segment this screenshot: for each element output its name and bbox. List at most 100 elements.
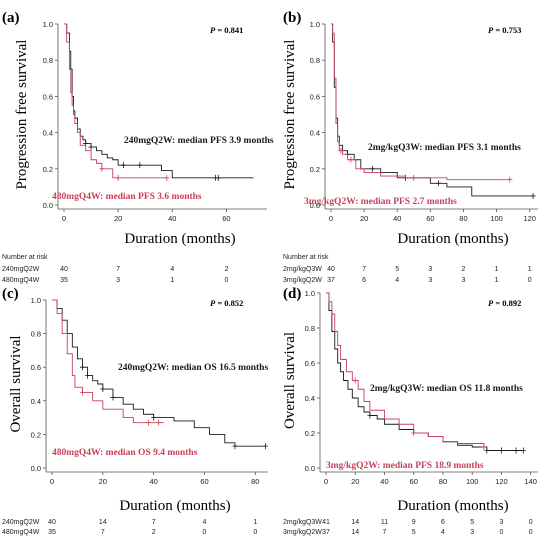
km-curve-480mgq4w <box>64 23 167 179</box>
censor-mark <box>85 372 91 379</box>
censor-mark <box>338 147 344 154</box>
x-tick-label: 60 <box>200 477 208 486</box>
panel-label: (b) <box>283 10 301 26</box>
x-tick-label: 140 <box>524 477 537 486</box>
risk-value: 0 <box>529 529 533 536</box>
risk-row-label: 240mgQ2W <box>2 266 40 273</box>
x-tick-label: 40 <box>380 477 388 486</box>
x-tick-label: 60 <box>222 214 230 223</box>
y-tick-label: 0.8 <box>305 324 315 333</box>
risk-value: 11 <box>381 519 388 526</box>
x-tick-label: 40 <box>393 214 401 223</box>
censor-mark <box>137 162 143 169</box>
risk-value: 7 <box>152 519 156 526</box>
y-tick-label: 0.2 <box>31 430 41 439</box>
risk-row-label: 3mg/kgQ2W <box>283 277 322 284</box>
y-tick-label: 1.0 <box>310 20 320 29</box>
risk-value: 1 <box>170 277 174 284</box>
censor-mark <box>507 176 513 183</box>
x-tick-label: 60 <box>426 214 434 223</box>
risk-value: 40 <box>60 266 68 273</box>
censor-mark <box>352 377 358 384</box>
x-tick-label: 40 <box>168 214 176 223</box>
censor-mark <box>156 419 162 426</box>
risk-value: 1 <box>495 266 499 273</box>
x-tick-label: 80 <box>459 214 467 223</box>
p-value: P = 0.753 <box>488 25 521 35</box>
risk-value: 0 <box>529 519 533 526</box>
risk-value: 6 <box>441 519 445 526</box>
risk-value: 14 <box>351 519 359 526</box>
censor-mark <box>498 447 504 454</box>
x-axis-label: Duration (months) <box>397 498 508 514</box>
risk-row-label: 480mgQ4W <box>2 277 40 284</box>
y-tick-label: 0.6 <box>43 92 53 101</box>
x-tick-label: 100 <box>490 214 503 223</box>
median-annotation: 2mg/kgQ3W: median PFS 3.1 months <box>368 143 521 153</box>
x-tick-label: 80 <box>251 477 259 486</box>
risk-row-label: 480mgQ4W <box>2 529 40 536</box>
censor-mark <box>121 162 127 169</box>
risk-value: 7 <box>383 529 387 536</box>
median-annotation: 240mgQ2W: median OS 16.5 months <box>118 363 268 373</box>
x-axis-label: Duration (months) <box>119 498 230 514</box>
y-tick-label: 1.0 <box>43 20 53 29</box>
panel-d: (d)0.00.20.40.60.81.00 20 40 60 80 100 120 140O… <box>282 286 538 536</box>
risk-value: 1 <box>495 277 499 284</box>
risk-value: 4 <box>203 519 207 526</box>
y-tick-label: 0.4 <box>310 129 320 138</box>
y-tick-label: 0.2 <box>305 429 315 438</box>
p-value: P = 0.841 <box>210 25 243 35</box>
y-axis-label: Progression free survival <box>282 40 298 190</box>
risk-value: 14 <box>99 519 107 526</box>
censor-mark <box>530 192 536 199</box>
x-tick-label: 20 <box>360 214 368 223</box>
y-tick-label: 0.4 <box>43 129 53 138</box>
risk-value: 7 <box>101 529 105 536</box>
x-tick-label: 0 <box>62 214 66 223</box>
y-tick-label: 0.4 <box>31 397 41 406</box>
risk-value: 3 <box>499 519 503 526</box>
risk-row-label: 2mg/kgQ3W <box>283 519 322 526</box>
median-annotation: 240mgQ2W: median PFS 3.9 months <box>124 136 274 146</box>
x-tick-label: 120 <box>523 214 536 223</box>
risk-value: 6 <box>362 277 366 284</box>
median-annotation: 3mg/kgQ2W: median PFS 18.9 months <box>326 461 484 471</box>
risk-table-title: Number at risk <box>2 254 48 261</box>
risk-value: 3 <box>462 277 466 284</box>
risk-value: 5 <box>412 529 416 536</box>
km-curve-2mgkgq3w <box>326 292 524 451</box>
y-tick-label: 0.0 <box>305 464 315 473</box>
censor-mark <box>151 414 157 421</box>
y-tick-label: 0.8 <box>43 56 53 65</box>
censor-mark <box>99 165 105 172</box>
x-tick-label: 120 <box>495 477 508 486</box>
risk-value: 37 <box>327 277 335 284</box>
y-tick-label: 0.2 <box>43 165 53 174</box>
risk-row-label: 240mgQ2W <box>2 519 40 526</box>
p-value: P = 0.852 <box>210 298 243 308</box>
risk-value: 0 <box>224 277 228 284</box>
risk-value: 4 <box>395 277 399 284</box>
risk-value: 40 <box>48 519 56 526</box>
y-tick-label: 0.0 <box>310 201 320 210</box>
y-tick-label: 0.0 <box>31 464 41 473</box>
risk-value: 3 <box>428 266 432 273</box>
censor-mark <box>411 430 417 436</box>
km-curve-240mgq2w <box>64 23 254 179</box>
x-tick-label: 20 <box>99 477 107 486</box>
y-tick-label: 0.6 <box>305 359 315 368</box>
risk-value: 2 <box>224 266 228 273</box>
y-tick-label: 0.8 <box>31 330 41 339</box>
x-tick-label: 0 <box>324 477 328 486</box>
risk-row-label: 2mg/kgQ3W <box>283 266 322 273</box>
km-curve-2mgkgq3w <box>331 23 534 197</box>
risk-value: 3 <box>428 277 432 284</box>
risk-value: 41 <box>322 519 330 526</box>
censor-mark <box>146 419 152 426</box>
x-tick-label: 80 <box>439 477 447 486</box>
censor-mark <box>215 174 221 181</box>
panel-label: (a) <box>2 10 20 26</box>
